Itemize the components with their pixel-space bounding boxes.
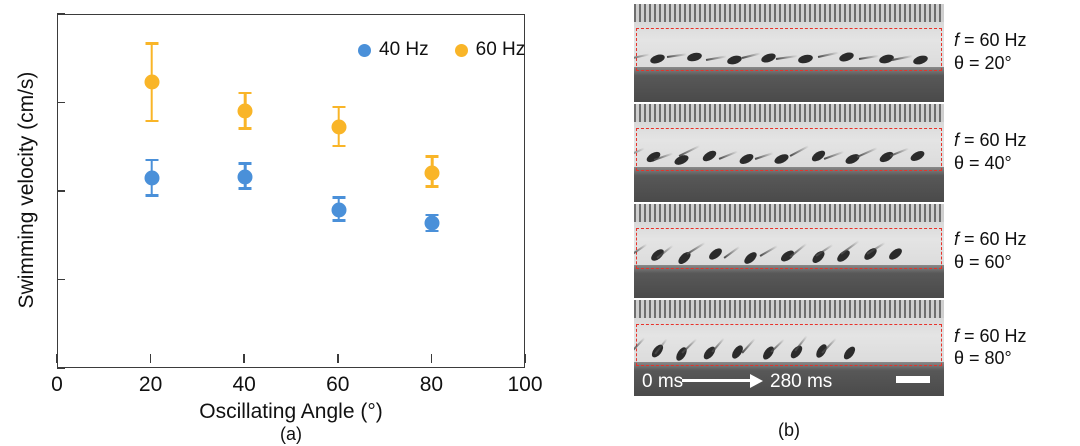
- strip-frequency-label: f = 60 Hz: [954, 30, 1027, 51]
- data-marker: [331, 202, 347, 218]
- error-bar-cap-upper: [238, 91, 252, 95]
- y-tick-mark: [57, 190, 65, 192]
- strip-angle-label: θ = 40°: [954, 152, 1012, 173]
- error-bar-cap-upper: [332, 196, 346, 199]
- x-tick-label: 0: [51, 373, 63, 396]
- error-bar-cap-upper: [425, 155, 439, 158]
- x-tick-label: 100: [507, 373, 543, 396]
- strip-condition-label-2: f = 60 Hz θ = 40°: [954, 129, 1027, 174]
- y-axis-title: Swimming velocity (cm/s): [15, 71, 38, 309]
- strip-condition-label-3: f = 60 Hz θ = 60°: [954, 228, 1027, 273]
- image-strip-1: [634, 4, 944, 102]
- legend-swatch-60hz: [454, 43, 468, 57]
- data-marker: [331, 119, 347, 134]
- x-tick-mark: [149, 354, 152, 363]
- legend-swatch-40hz: [358, 43, 371, 57]
- legend-item-60hz[interactable]: 60 Hz: [454, 39, 526, 61]
- data-marker: [144, 170, 160, 186]
- swim-channel: [634, 22, 944, 68]
- image-strip-3: [634, 204, 944, 298]
- channel-floor: [634, 167, 944, 202]
- y-tick-mark: [57, 278, 65, 281]
- chart-legend: 40 Hz 60 Hz: [358, 39, 525, 61]
- y-tick-mark: [57, 367, 65, 369]
- x-tick-mark: [243, 354, 245, 363]
- timeline-arrow: [682, 379, 752, 383]
- x-tick-mark: [337, 354, 339, 363]
- x-tick-label: 40: [232, 373, 256, 396]
- y-tick-mark: [57, 101, 65, 104]
- plot-area: 40 Hz 60 Hz: [57, 14, 525, 368]
- x-tick-mark: [56, 354, 58, 363]
- strip-frequency-label: f = 60 Hz: [954, 229, 1027, 250]
- error-bar-cap-upper: [332, 105, 346, 109]
- data-marker: [237, 169, 253, 185]
- panel-b-image-sequence: f = 60 Hz θ = 20° f = 60 Hz θ = 40° f = 60 H…: [620, 0, 1080, 446]
- strip-angle-label: θ = 60°: [954, 251, 1012, 272]
- error-bar-cap-upper: [145, 42, 159, 45]
- panel-b-caption: (b): [778, 420, 800, 440]
- scale-bar: [896, 376, 930, 384]
- ruler-scale-top: [634, 300, 944, 318]
- error-bar-cap-upper: [238, 162, 252, 165]
- strip-angle-label: θ = 20°: [954, 52, 1012, 73]
- timeline-bar: 0 ms 280 ms: [634, 362, 944, 396]
- data-marker: [424, 215, 440, 231]
- x-tick-mark: [524, 354, 526, 363]
- panel-a-caption: (a): [280, 424, 302, 444]
- error-bar-cap-lower: [425, 229, 439, 233]
- x-tick-label: 20: [138, 373, 163, 396]
- channel-floor: [634, 362, 944, 396]
- strip-frequency-label: f = 60 Hz: [954, 325, 1027, 346]
- strip-frequency-label: f = 60 Hz: [954, 130, 1027, 151]
- x-axis-title: Oscillating Angle (°): [199, 400, 383, 423]
- timeline-end-label: 280 ms: [770, 371, 833, 393]
- channel-floor: [634, 265, 944, 298]
- error-bar-cap-lower: [238, 126, 252, 130]
- error-bar-cap-lower: [332, 219, 346, 222]
- ruler-scale-top: [634, 204, 944, 222]
- legend-item-40hz[interactable]: 40 Hz: [358, 39, 429, 61]
- legend-label-60hz: 60 Hz: [475, 39, 526, 60]
- strip-angle-label: θ = 80°: [954, 348, 1012, 369]
- error-bar-cap-lower: [145, 194, 159, 197]
- ruler-scale-top: [634, 4, 944, 22]
- timeline-start-label: 0 ms: [642, 371, 684, 393]
- error-bar-cap-upper: [425, 213, 439, 217]
- x-tick-label: 80: [419, 373, 444, 396]
- error-bar-cap-upper: [145, 158, 159, 162]
- x-tick-label: 60: [326, 373, 350, 396]
- strip-condition-label-4: f = 60 Hz θ = 80°: [954, 325, 1027, 370]
- image-strip-2: [634, 104, 944, 202]
- error-bar-cap-lower: [238, 187, 252, 190]
- timeline-arrow-head: [750, 373, 763, 388]
- x-tick-mark: [430, 354, 433, 363]
- error-bar-cap-lower: [425, 185, 439, 188]
- strip-condition-label-1: f = 60 Hz θ = 20°: [954, 29, 1027, 74]
- data-marker: [144, 74, 160, 90]
- data-marker: [424, 165, 440, 181]
- data-marker: [237, 103, 253, 119]
- y-tick-mark: [57, 13, 65, 15]
- error-bar-cap-lower: [145, 119, 159, 123]
- image-strip-4: 0 ms 280 ms: [634, 300, 944, 396]
- error-bar-cap-lower: [332, 144, 346, 148]
- channel-floor: [634, 67, 944, 102]
- ruler-scale-top: [634, 104, 944, 122]
- legend-label-40hz: 40 Hz: [379, 39, 429, 60]
